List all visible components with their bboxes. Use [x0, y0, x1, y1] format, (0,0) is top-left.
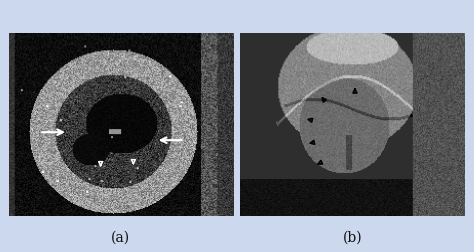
Text: (a): (a): [111, 231, 130, 245]
Text: (b): (b): [343, 231, 363, 245]
